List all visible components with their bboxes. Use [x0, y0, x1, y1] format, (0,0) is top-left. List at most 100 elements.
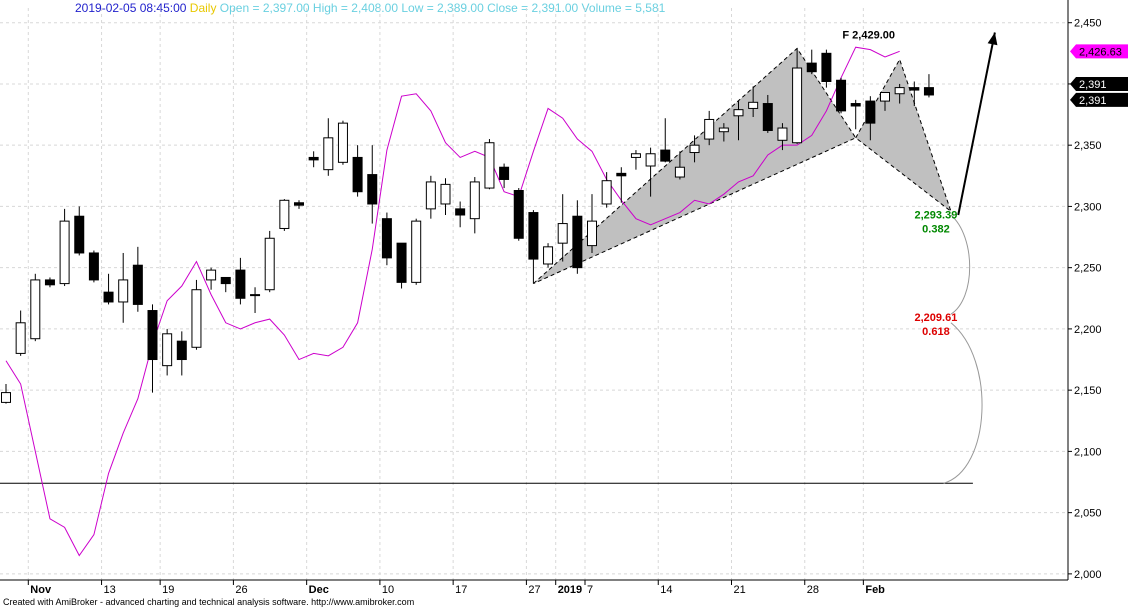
candle-body-down — [836, 79, 847, 112]
y-tick-label: 2,200 — [1074, 324, 1102, 336]
candle-body-down — [74, 215, 85, 254]
candle-body-up — [206, 269, 217, 281]
candle — [762, 94, 773, 133]
candle — [264, 230, 275, 293]
candle — [455, 201, 466, 228]
candle-body-up — [645, 153, 656, 167]
candle-body-up — [30, 279, 41, 340]
x-tick-label: 26 — [235, 584, 247, 596]
header-open: 2,397.00 — [262, 1, 310, 15]
candle — [250, 287, 261, 313]
y-tick-label: 2,000 — [1074, 569, 1102, 581]
candle-body-up — [191, 289, 202, 348]
price-label-box — [1070, 44, 1128, 59]
candle-body-up — [704, 118, 715, 140]
header-open-label: Open = — [219, 1, 260, 15]
candle — [880, 92, 890, 111]
candle-body-up — [250, 294, 261, 297]
y-tick-label: 2,450 — [1074, 18, 1102, 30]
y-tick-label: 2,300 — [1074, 201, 1102, 213]
candle-body-down — [147, 310, 158, 361]
candle-body-up — [777, 127, 788, 141]
fib-618-price-label: 2,209.61 — [915, 312, 958, 324]
candle — [806, 49, 817, 75]
x-tick-label: 17 — [455, 584, 467, 596]
candle — [689, 135, 700, 163]
candle-body-up — [733, 109, 744, 117]
candle-body-down — [381, 218, 392, 259]
x-tick-label: 7 — [587, 584, 593, 596]
candle — [1, 384, 11, 404]
candle-body-up — [894, 87, 905, 95]
candle — [352, 145, 363, 197]
candle — [176, 331, 187, 376]
candle-body-up — [689, 144, 700, 154]
candle-body-down — [455, 208, 466, 216]
price-label: 2,391 — [1070, 92, 1128, 107]
candle — [323, 118, 334, 176]
candle-body-up — [59, 220, 70, 285]
candle-body-up — [15, 322, 26, 354]
candle-body-down — [865, 100, 876, 124]
candle-body-up — [440, 183, 451, 205]
x-tick-label: 28 — [807, 584, 819, 596]
candle — [15, 310, 26, 356]
candle-body-up — [748, 101, 759, 109]
fib-arc-1 — [950, 214, 971, 315]
candle-body-up — [337, 122, 348, 163]
pattern-left-wing — [533, 47, 857, 285]
x-tick-label: Feb — [865, 584, 885, 596]
price-label-text: 2,391 — [1079, 79, 1107, 91]
y-tick-label: 2,050 — [1074, 508, 1102, 520]
candle-body-down — [850, 103, 861, 107]
candle — [909, 81, 920, 106]
y-tick-label: 2,350 — [1074, 140, 1102, 152]
candle-body-up — [1, 392, 11, 403]
candle — [645, 147, 656, 197]
candle-body-down — [44, 279, 55, 286]
candle — [220, 276, 231, 293]
candle — [235, 257, 246, 305]
y-tick-label: 2,150 — [1074, 385, 1102, 397]
candle — [601, 172, 612, 208]
header-low-label: Low = — [401, 1, 434, 15]
candle-body-up — [323, 137, 334, 171]
candle — [557, 194, 568, 262]
candle — [543, 243, 554, 268]
candle — [440, 178, 451, 215]
candle — [147, 304, 158, 393]
candle — [411, 218, 422, 285]
candle — [59, 208, 70, 287]
candle-body-down — [294, 202, 304, 206]
candle — [923, 74, 934, 98]
candle — [718, 123, 729, 142]
fib-382-ratio-label: 0.382 — [922, 224, 950, 236]
candle-body-up — [118, 279, 129, 303]
header-period: Daily — [189, 1, 217, 15]
candle — [792, 48, 803, 144]
candle — [279, 199, 290, 231]
x-tick-label: 27 — [528, 584, 540, 596]
candle-body-up — [880, 92, 890, 102]
candle-body-down — [396, 242, 407, 283]
candle — [337, 120, 348, 165]
price-label: 2,391 — [1070, 76, 1128, 91]
candle — [469, 177, 480, 234]
f-level-label: F 2,429.00 — [842, 29, 895, 41]
y-tick-label: 2,250 — [1074, 263, 1102, 275]
candle-body-down — [762, 103, 773, 131]
price-label-box — [1070, 76, 1128, 91]
chart-header: 2019-02-05 08:45:00 Daily Open = 2,397.0… — [75, 1, 665, 15]
header-datetime: 2019-02-05 08:45:00 — [75, 1, 187, 15]
candle — [88, 250, 99, 283]
footer-credit: Created with AmiBroker - advanced charti… — [3, 597, 414, 607]
candle-body-up — [279, 199, 290, 229]
x-tick-label: 2019 — [558, 584, 582, 596]
x-tick-label: 14 — [660, 584, 672, 596]
fib-arc-2 — [943, 322, 983, 484]
header-volume: 5,581 — [635, 1, 666, 15]
candle-body-down — [923, 87, 934, 96]
candle-body-down — [572, 215, 583, 269]
candle-body-down — [220, 276, 231, 285]
